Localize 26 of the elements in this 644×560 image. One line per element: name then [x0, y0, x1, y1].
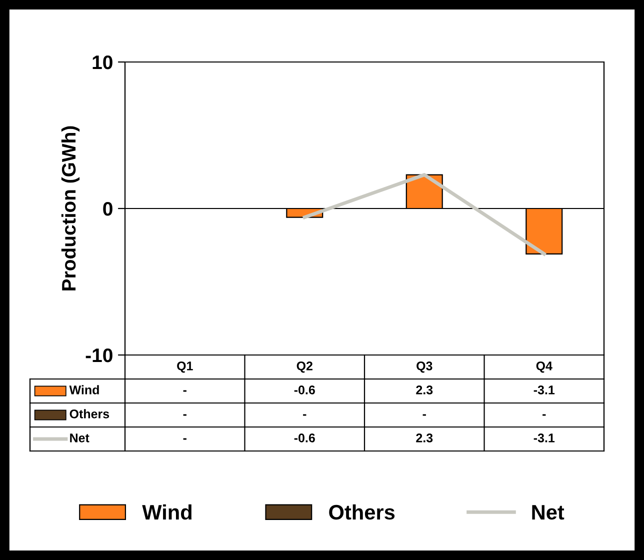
text: - — [303, 414, 306, 416]
data-label: -3.1 — [534, 386, 555, 394]
data-label: -3.1 — [534, 434, 555, 442]
text: - — [183, 414, 186, 416]
data-label: 2.3 — [416, 386, 433, 394]
data-label: -0.6 — [294, 386, 315, 394]
legend-label: Others — [70, 409, 110, 418]
legend-label: Wind — [69, 385, 99, 394]
text: - — [183, 438, 186, 440]
legend-label: Net — [532, 505, 564, 520]
x-tick-label: Q4 — [536, 362, 552, 373]
y-tick-label: -10 — [86, 348, 112, 362]
text: - — [183, 390, 186, 392]
y-axis-title: Production (GWh) — [61, 126, 80, 290]
x-tick-label: Q1 — [177, 362, 193, 373]
y-tick-label: 10 — [92, 55, 112, 70]
text: - — [542, 414, 546, 416]
y-tick-label: 0 — [103, 202, 112, 216]
text: Wind — [142, 504, 192, 520]
x-tick-label: Q2 — [296, 362, 312, 373]
data-label: 2.3 — [416, 434, 433, 442]
x-tick-label: Q3 — [416, 362, 432, 373]
text: Net — [70, 434, 90, 442]
text: - — [422, 414, 426, 416]
data-label: -0.6 — [294, 434, 315, 442]
text: Others — [329, 504, 395, 520]
